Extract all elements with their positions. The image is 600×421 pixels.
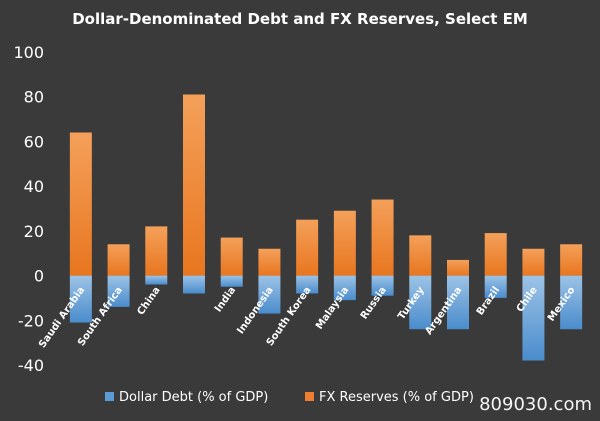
y-tick-label: 40 — [24, 177, 44, 196]
y-axis: -40 -20 0 20 40 60 80 100 — [13, 43, 44, 375]
bar-fx-reserves — [145, 226, 168, 276]
bar-dollar-debt — [484, 275, 507, 298]
bar-fx-reserves — [183, 94, 205, 276]
bar-fx-reserves — [560, 244, 583, 276]
bar-dollar-debt — [447, 275, 469, 330]
bar-fx-reserves — [220, 237, 243, 276]
bar-dollar-debt — [145, 275, 168, 285]
bar-dollar-debt — [183, 275, 205, 294]
bar-dollar-debt — [69, 275, 92, 323]
legend-label: Dollar Debt (% of GDP) — [119, 390, 268, 405]
bars — [69, 94, 583, 361]
x-tick-label: India — [213, 285, 238, 314]
legend-swatch — [105, 392, 114, 401]
bar-dollar-debt — [107, 275, 130, 307]
x-tick-label: China — [136, 285, 163, 317]
bar-fx-reserves — [484, 233, 507, 276]
chart-title: Dollar-Denominated Debt and FX Reserves,… — [72, 10, 528, 28]
bar-dollar-debt — [333, 275, 356, 301]
y-tick-label: 100 — [13, 43, 44, 62]
legend: Dollar Debt (% of GDP) FX Reserves (% of … — [105, 390, 474, 405]
y-tick-label: 80 — [24, 88, 44, 107]
y-tick-label: -20 — [18, 311, 44, 330]
watermark: 809030.com — [479, 394, 592, 415]
x-tick-label: Malaysia — [314, 285, 351, 332]
y-tick-label: -40 — [18, 356, 44, 375]
bar-fx-reserves — [296, 219, 319, 276]
y-tick-label: 0 — [34, 267, 44, 286]
bar-fx-reserves — [258, 248, 281, 276]
bar-dollar-debt — [560, 275, 583, 330]
bar-fx-reserves — [447, 259, 469, 276]
bar-dollar-debt — [296, 275, 319, 294]
bar-fx-reserves — [371, 199, 394, 276]
y-tick-label: 20 — [24, 222, 44, 241]
bar-dollar-debt — [522, 275, 545, 361]
bar-fx-reserves — [69, 132, 92, 276]
legend-swatch — [305, 392, 314, 401]
bar-fx-reserves — [522, 248, 545, 276]
y-tick-label: 60 — [24, 132, 44, 151]
bar-fx-reserves — [333, 210, 356, 276]
bar-dollar-debt — [371, 275, 394, 296]
bar-dollar-debt — [409, 275, 432, 330]
bar-dollar-debt — [258, 275, 281, 314]
bar-fx-reserves — [409, 235, 432, 276]
legend-label: FX Reserves (% of GDP) — [319, 390, 474, 405]
bar-fx-reserves — [107, 244, 130, 276]
bar-dollar-debt — [220, 275, 243, 287]
